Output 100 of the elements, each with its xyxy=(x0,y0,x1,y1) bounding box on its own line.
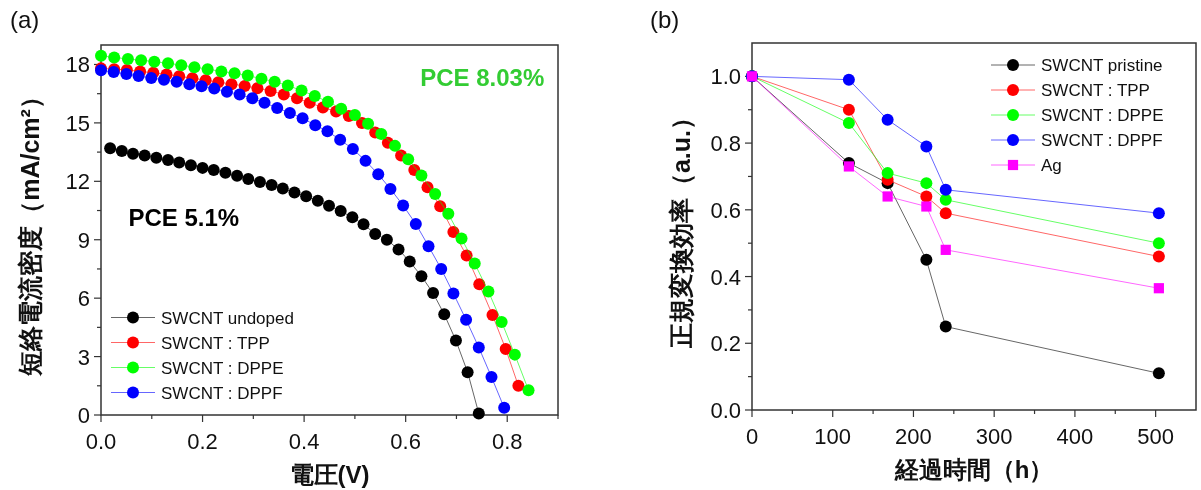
point xyxy=(397,199,410,212)
point xyxy=(380,233,393,246)
point xyxy=(120,68,133,81)
y-tick-label: 15 xyxy=(65,110,90,136)
point xyxy=(188,61,201,74)
point xyxy=(415,270,428,283)
point xyxy=(207,164,220,177)
point xyxy=(486,309,499,322)
point xyxy=(842,117,855,130)
point xyxy=(460,313,473,326)
legend-label: Ag xyxy=(1041,156,1062,175)
legend-label: SWCNT pristine xyxy=(1041,56,1163,75)
point xyxy=(265,179,278,192)
point xyxy=(359,154,372,167)
point xyxy=(508,348,521,361)
point xyxy=(485,371,498,384)
annotation: PCE 8.03% xyxy=(420,63,545,91)
point xyxy=(882,191,893,202)
point xyxy=(372,168,385,181)
point xyxy=(334,133,347,146)
point xyxy=(1152,237,1165,250)
point xyxy=(126,147,139,160)
point xyxy=(115,144,128,157)
point xyxy=(309,119,322,132)
point xyxy=(1152,250,1165,263)
point xyxy=(308,90,321,103)
point xyxy=(276,182,289,195)
point xyxy=(512,379,525,392)
point xyxy=(268,75,281,88)
point xyxy=(121,53,134,66)
x-tick-label: 0.8 xyxy=(491,429,523,454)
point xyxy=(95,49,107,62)
point xyxy=(473,278,486,291)
point xyxy=(434,200,447,213)
point xyxy=(271,101,284,114)
point xyxy=(242,172,255,185)
point xyxy=(498,401,511,414)
x-axis-title: 電圧(V) xyxy=(289,461,370,488)
y-tick-label: 18 xyxy=(65,52,90,78)
point xyxy=(288,186,301,199)
point xyxy=(346,142,359,155)
point xyxy=(422,240,435,253)
x-tick-label: 0 xyxy=(745,424,759,449)
x-tick-label: 200 xyxy=(895,424,932,449)
point xyxy=(135,54,148,67)
point xyxy=(389,139,401,152)
y-tick-label: 0.6 xyxy=(710,197,741,223)
point xyxy=(196,161,209,174)
point xyxy=(281,79,294,92)
point xyxy=(175,59,188,72)
x-tick-label: 400 xyxy=(1056,424,1094,449)
point xyxy=(208,82,221,95)
point xyxy=(392,243,405,256)
point xyxy=(442,207,455,220)
x-tick-label: 0.4 xyxy=(288,429,320,454)
point xyxy=(1152,367,1165,380)
point xyxy=(173,156,186,169)
legend-label: SWCNT : DPPE xyxy=(1041,106,1164,125)
point xyxy=(449,334,462,347)
point xyxy=(195,80,208,93)
point xyxy=(201,63,214,76)
point xyxy=(461,366,474,379)
point xyxy=(157,73,170,86)
point xyxy=(472,341,485,354)
y-tick-label: 6 xyxy=(77,286,90,312)
legend-label: SWCNT : DPPF xyxy=(161,383,283,403)
point xyxy=(311,194,324,207)
point xyxy=(170,75,183,88)
y-tick-label: 0.4 xyxy=(710,264,741,290)
y-axis-title: 正規変換効率（a.u.） xyxy=(667,104,695,350)
point xyxy=(253,176,266,189)
point xyxy=(921,201,932,212)
x-tick-label: 0.6 xyxy=(390,429,421,454)
point xyxy=(939,183,952,196)
point xyxy=(233,88,246,101)
point xyxy=(403,255,416,268)
point xyxy=(104,142,117,155)
point xyxy=(447,225,460,238)
legend-label: SWCNT : DPPE xyxy=(161,358,284,378)
point xyxy=(920,140,933,153)
legend-label: SWCNT : TPP xyxy=(161,333,270,353)
point xyxy=(219,166,232,179)
point xyxy=(150,151,163,164)
point xyxy=(402,153,415,166)
point xyxy=(940,244,951,255)
point xyxy=(438,308,451,321)
point xyxy=(145,71,158,84)
point xyxy=(1153,283,1164,294)
point xyxy=(843,161,854,172)
point xyxy=(522,384,535,397)
point xyxy=(241,69,254,82)
point xyxy=(321,125,334,138)
point xyxy=(162,57,175,70)
point xyxy=(468,257,481,270)
point xyxy=(1152,207,1165,220)
point xyxy=(362,117,375,130)
point xyxy=(138,149,151,162)
y-tick-label: 3 xyxy=(77,344,90,370)
point xyxy=(447,287,460,300)
point xyxy=(357,218,370,231)
